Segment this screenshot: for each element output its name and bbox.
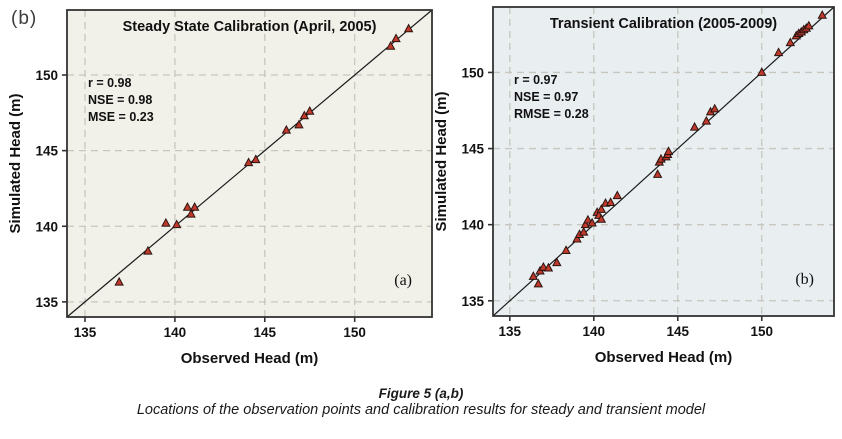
corner-label: (a) <box>394 272 412 289</box>
data-point <box>299 110 310 120</box>
data-point <box>757 67 767 76</box>
data-point <box>709 103 720 113</box>
figure-caption-title: Figure 5 (a,b) <box>378 386 464 401</box>
plot-border <box>66 9 433 318</box>
data-point <box>114 276 124 286</box>
stat-line: MSE = 0.23 <box>88 110 154 124</box>
data-point <box>578 226 589 236</box>
svg-text:145: 145 <box>254 325 277 340</box>
data-point <box>543 262 554 272</box>
svg-text:145: 145 <box>35 144 58 159</box>
steady-state-chart-panel: 135 140 145 150 135 140 145 150 Steady State Cal… <box>0 0 445 382</box>
tick-labels: 135 140 145 150 135 140 145 150 <box>35 68 365 340</box>
y-axis-label: Simulated Head (m) <box>433 91 450 231</box>
data-point <box>294 119 304 129</box>
stats-block: r = 0.97 NSE = 0.97 RMSE = 0.28 <box>514 73 589 121</box>
data-point <box>583 214 593 224</box>
stat-line: NSE = 0.97 <box>514 90 578 104</box>
data-point <box>773 47 784 57</box>
data-point <box>701 115 712 125</box>
svg-text:150: 150 <box>751 324 774 339</box>
data-point <box>612 190 623 200</box>
svg-text:145: 145 <box>667 324 690 339</box>
data-point <box>587 217 597 227</box>
data-point <box>189 202 200 211</box>
svg-text:140: 140 <box>164 325 187 340</box>
x-axis-label: Observed Head (m) <box>181 350 319 367</box>
data-point <box>385 40 396 50</box>
figure-panel-label: (b) <box>11 8 38 29</box>
svg-text:150: 150 <box>35 68 58 83</box>
gridlines <box>67 10 432 317</box>
data-point <box>561 245 571 254</box>
y-axis-label: Simulated Head (m) <box>7 93 24 233</box>
data-point <box>186 208 196 218</box>
stat-line: NSE = 0.98 <box>88 93 152 107</box>
chart-title: Transient Calibration (2005-2009) <box>550 16 777 32</box>
figure-caption: Figure 5 (a,b) Locations of the observat… <box>0 386 842 418</box>
chart-title: Steady State Calibration (April, 2005) <box>123 19 377 35</box>
data-point <box>251 154 261 164</box>
data-point <box>689 121 700 131</box>
data-point <box>528 271 539 280</box>
stat-line: r = 0.97 <box>514 73 557 87</box>
svg-text:135: 135 <box>461 294 484 309</box>
data-point <box>580 219 591 229</box>
data-point <box>161 217 171 227</box>
data-point <box>533 278 544 288</box>
data-point <box>596 204 607 213</box>
svg-text:135: 135 <box>35 295 58 310</box>
stat-line: r = 0.98 <box>88 76 131 90</box>
svg-text:150: 150 <box>461 65 484 80</box>
data-point <box>596 213 607 223</box>
scatter-plot-transient: 135 140 145 150 135 140 145 150 Transient Calibr… <box>433 6 835 366</box>
transient-chart-panel: 135 140 145 150 135 140 145 150 Transient Calibr… <box>426 0 842 382</box>
data-point <box>652 169 663 178</box>
gridlines <box>493 7 834 316</box>
data-point <box>817 10 827 19</box>
data-point <box>663 146 674 156</box>
data-points <box>114 23 414 286</box>
svg-text:140: 140 <box>461 218 484 233</box>
data-point <box>572 233 582 243</box>
svg-text:135: 135 <box>74 325 97 340</box>
plot-border <box>492 6 835 317</box>
tick-labels: 135 140 145 150 135 140 145 150 <box>461 65 773 339</box>
axis-ticks <box>488 71 763 321</box>
data-point <box>304 105 315 115</box>
data-point <box>552 257 562 267</box>
data-point <box>785 37 796 47</box>
svg-text:140: 140 <box>35 219 58 234</box>
data-point <box>143 245 153 255</box>
data-points <box>528 10 827 288</box>
figure-caption-subtitle: Locations of the observation points and … <box>136 402 706 418</box>
axis-ticks <box>62 74 356 322</box>
data-point <box>243 157 254 167</box>
data-point <box>171 219 182 229</box>
svg-text:140: 140 <box>583 324 606 339</box>
data-point <box>538 261 549 271</box>
stats-block: r = 0.98 NSE = 0.98 MSE = 0.23 <box>88 76 154 124</box>
svg-text:145: 145 <box>461 142 484 157</box>
data-point <box>182 202 193 211</box>
data-point <box>605 197 616 206</box>
data-point <box>403 23 414 33</box>
stat-line: RMSE = 0.28 <box>514 107 589 121</box>
data-point <box>804 20 814 30</box>
data-point <box>391 33 401 43</box>
x-axis-label: Observed Head (m) <box>595 349 733 366</box>
scatter-plot-steady-state: 135 140 145 150 135 140 145 150 Steady State Cal… <box>7 9 433 367</box>
corner-label: (b) <box>795 271 814 288</box>
svg-text:150: 150 <box>343 325 366 340</box>
svg-text:135: 135 <box>499 324 522 339</box>
data-point <box>281 124 292 134</box>
